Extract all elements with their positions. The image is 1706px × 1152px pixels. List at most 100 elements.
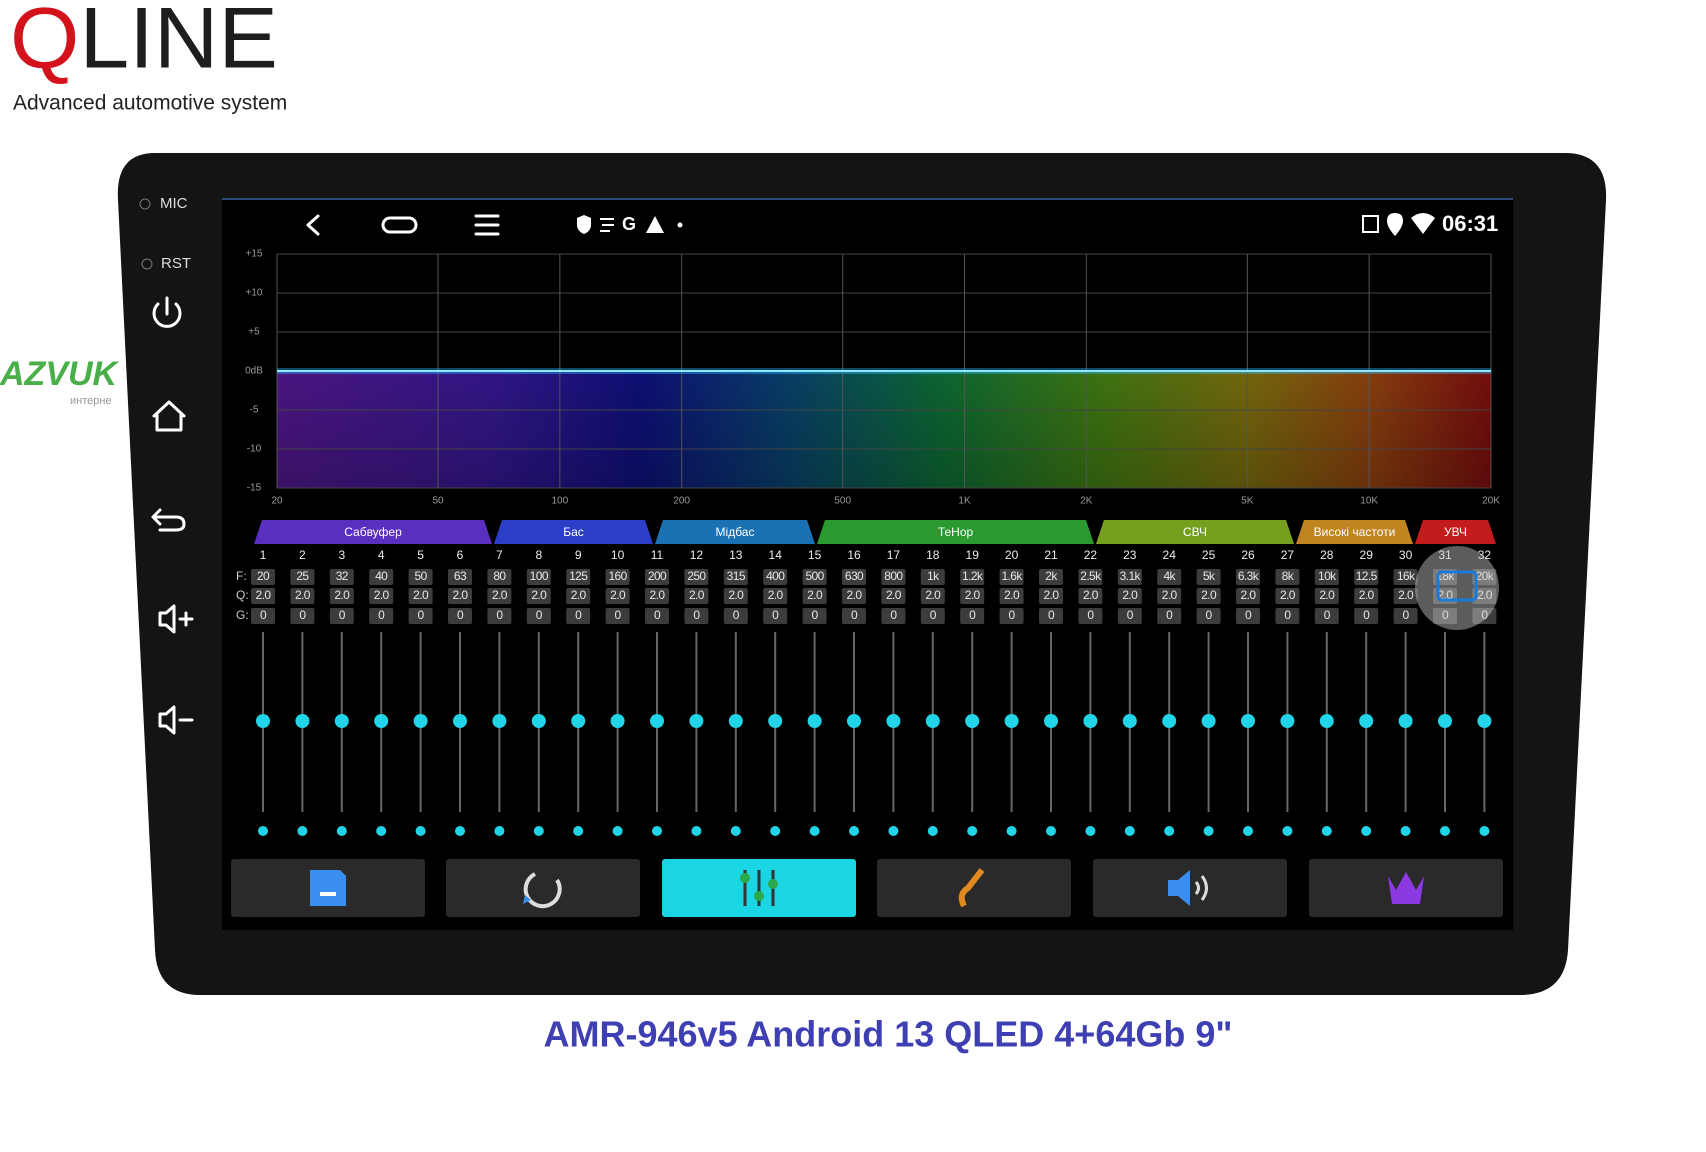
value-box[interactable]	[1039, 588, 1063, 604]
value-box[interactable]	[1236, 608, 1260, 624]
slider-knob[interactable]	[531, 714, 546, 728]
value-box[interactable]	[566, 608, 591, 624]
value-box[interactable]	[526, 608, 551, 624]
band-group-tab[interactable]	[1415, 520, 1496, 544]
value-box[interactable]	[1275, 608, 1300, 624]
value-box[interactable]	[723, 569, 748, 585]
slider-knob[interactable]	[650, 714, 664, 728]
slider-knob[interactable]	[1004, 714, 1019, 728]
toolbar-button[interactable]	[446, 859, 640, 917]
slider-knob[interactable]	[925, 714, 940, 728]
value-box[interactable]	[1157, 608, 1182, 624]
value-box[interactable]	[1354, 588, 1379, 604]
value-box[interactable]	[999, 569, 1024, 585]
value-box[interactable]	[605, 588, 630, 604]
nav-back[interactable]	[306, 214, 320, 236]
value-box[interactable]	[842, 588, 866, 604]
slider-knob[interactable]	[374, 714, 389, 728]
value-box[interactable]	[920, 569, 945, 585]
value-box[interactable]	[1117, 608, 1142, 624]
value-box[interactable]	[842, 569, 866, 585]
band-group-tab[interactable]	[254, 520, 492, 544]
slider-knob[interactable]	[413, 714, 428, 728]
value-box[interactable]	[1078, 569, 1103, 585]
value-box[interactable]	[1039, 608, 1063, 624]
value-box[interactable]	[802, 608, 827, 624]
value-box[interactable]	[802, 588, 827, 604]
value-box[interactable]	[763, 588, 788, 604]
slider-knob[interactable]	[295, 714, 310, 728]
value-box[interactable]	[369, 569, 394, 585]
band-group-tab[interactable]	[817, 520, 1094, 544]
slider-knob[interactable]	[334, 714, 349, 728]
value-box[interactable]	[251, 608, 275, 624]
value-box[interactable]	[487, 588, 512, 604]
value-box[interactable]	[1393, 588, 1418, 604]
value-box[interactable]	[684, 608, 709, 624]
value-box[interactable]	[487, 569, 512, 585]
slider-knob[interactable]	[1319, 714, 1334, 728]
value-box[interactable]	[251, 569, 275, 585]
value-box[interactable]	[881, 608, 906, 624]
value-box[interactable]	[369, 608, 394, 624]
value-box[interactable]	[408, 588, 433, 604]
slider-knob[interactable]	[847, 714, 861, 728]
power-button[interactable]	[152, 296, 182, 328]
value-box[interactable]	[763, 608, 788, 624]
value-box[interactable]	[1433, 608, 1457, 624]
value-box[interactable]	[329, 608, 354, 624]
value-box[interactable]	[1078, 588, 1103, 604]
value-box[interactable]	[1314, 569, 1339, 585]
value-box[interactable]	[881, 569, 906, 585]
value-box[interactable]	[645, 608, 669, 624]
slider-knob[interactable]	[610, 714, 625, 728]
value-box[interactable]	[1393, 608, 1418, 624]
value-box[interactable]	[1236, 569, 1260, 585]
slider-knob[interactable]	[1359, 714, 1374, 728]
slider-knob[interactable]	[1477, 714, 1492, 728]
toolbar-button[interactable]	[877, 859, 1071, 917]
value-box[interactable]	[448, 588, 472, 604]
slider-knob[interactable]	[256, 714, 270, 728]
value-box[interactable]	[802, 569, 827, 585]
value-box[interactable]	[290, 569, 315, 585]
value-box[interactable]	[1275, 569, 1300, 585]
value-box[interactable]	[408, 608, 433, 624]
slider-knob[interactable]	[1241, 714, 1255, 728]
value-box[interactable]	[526, 588, 551, 604]
value-box[interactable]	[1472, 608, 1497, 624]
value-box[interactable]	[1078, 608, 1103, 624]
value-box[interactable]	[881, 588, 906, 604]
value-box[interactable]	[1117, 569, 1142, 585]
value-box[interactable]	[999, 588, 1024, 604]
value-box[interactable]	[566, 588, 591, 604]
value-box[interactable]	[645, 569, 669, 585]
value-box[interactable]	[1157, 588, 1182, 604]
nav-home[interactable]	[381, 216, 418, 234]
value-box[interactable]	[1236, 588, 1260, 604]
value-box[interactable]	[408, 569, 433, 585]
band-group-tab[interactable]	[494, 520, 653, 544]
value-box[interactable]	[999, 608, 1024, 624]
slider-knob[interactable]	[1083, 714, 1098, 728]
back-button[interactable]	[151, 508, 186, 532]
value-box[interactable]	[684, 588, 709, 604]
value-box[interactable]	[1354, 608, 1379, 624]
value-box[interactable]	[1196, 588, 1221, 604]
slider-knob[interactable]	[1438, 714, 1452, 728]
slider-knob[interactable]	[571, 714, 586, 728]
slider-knob[interactable]	[1122, 714, 1137, 728]
value-box[interactable]	[723, 608, 748, 624]
slider-knob[interactable]	[807, 714, 822, 728]
value-box[interactable]	[960, 569, 985, 585]
value-box[interactable]	[1393, 569, 1418, 585]
volume-down-button[interactable]	[158, 705, 194, 735]
value-box[interactable]	[1196, 569, 1221, 585]
value-box[interactable]	[290, 588, 315, 604]
value-box[interactable]	[920, 608, 945, 624]
value-box[interactable]	[684, 569, 709, 585]
slider-knob[interactable]	[1398, 714, 1413, 728]
value-box[interactable]	[1314, 588, 1339, 604]
slider-knob[interactable]	[1162, 714, 1177, 728]
slider-knob[interactable]	[1201, 714, 1216, 728]
